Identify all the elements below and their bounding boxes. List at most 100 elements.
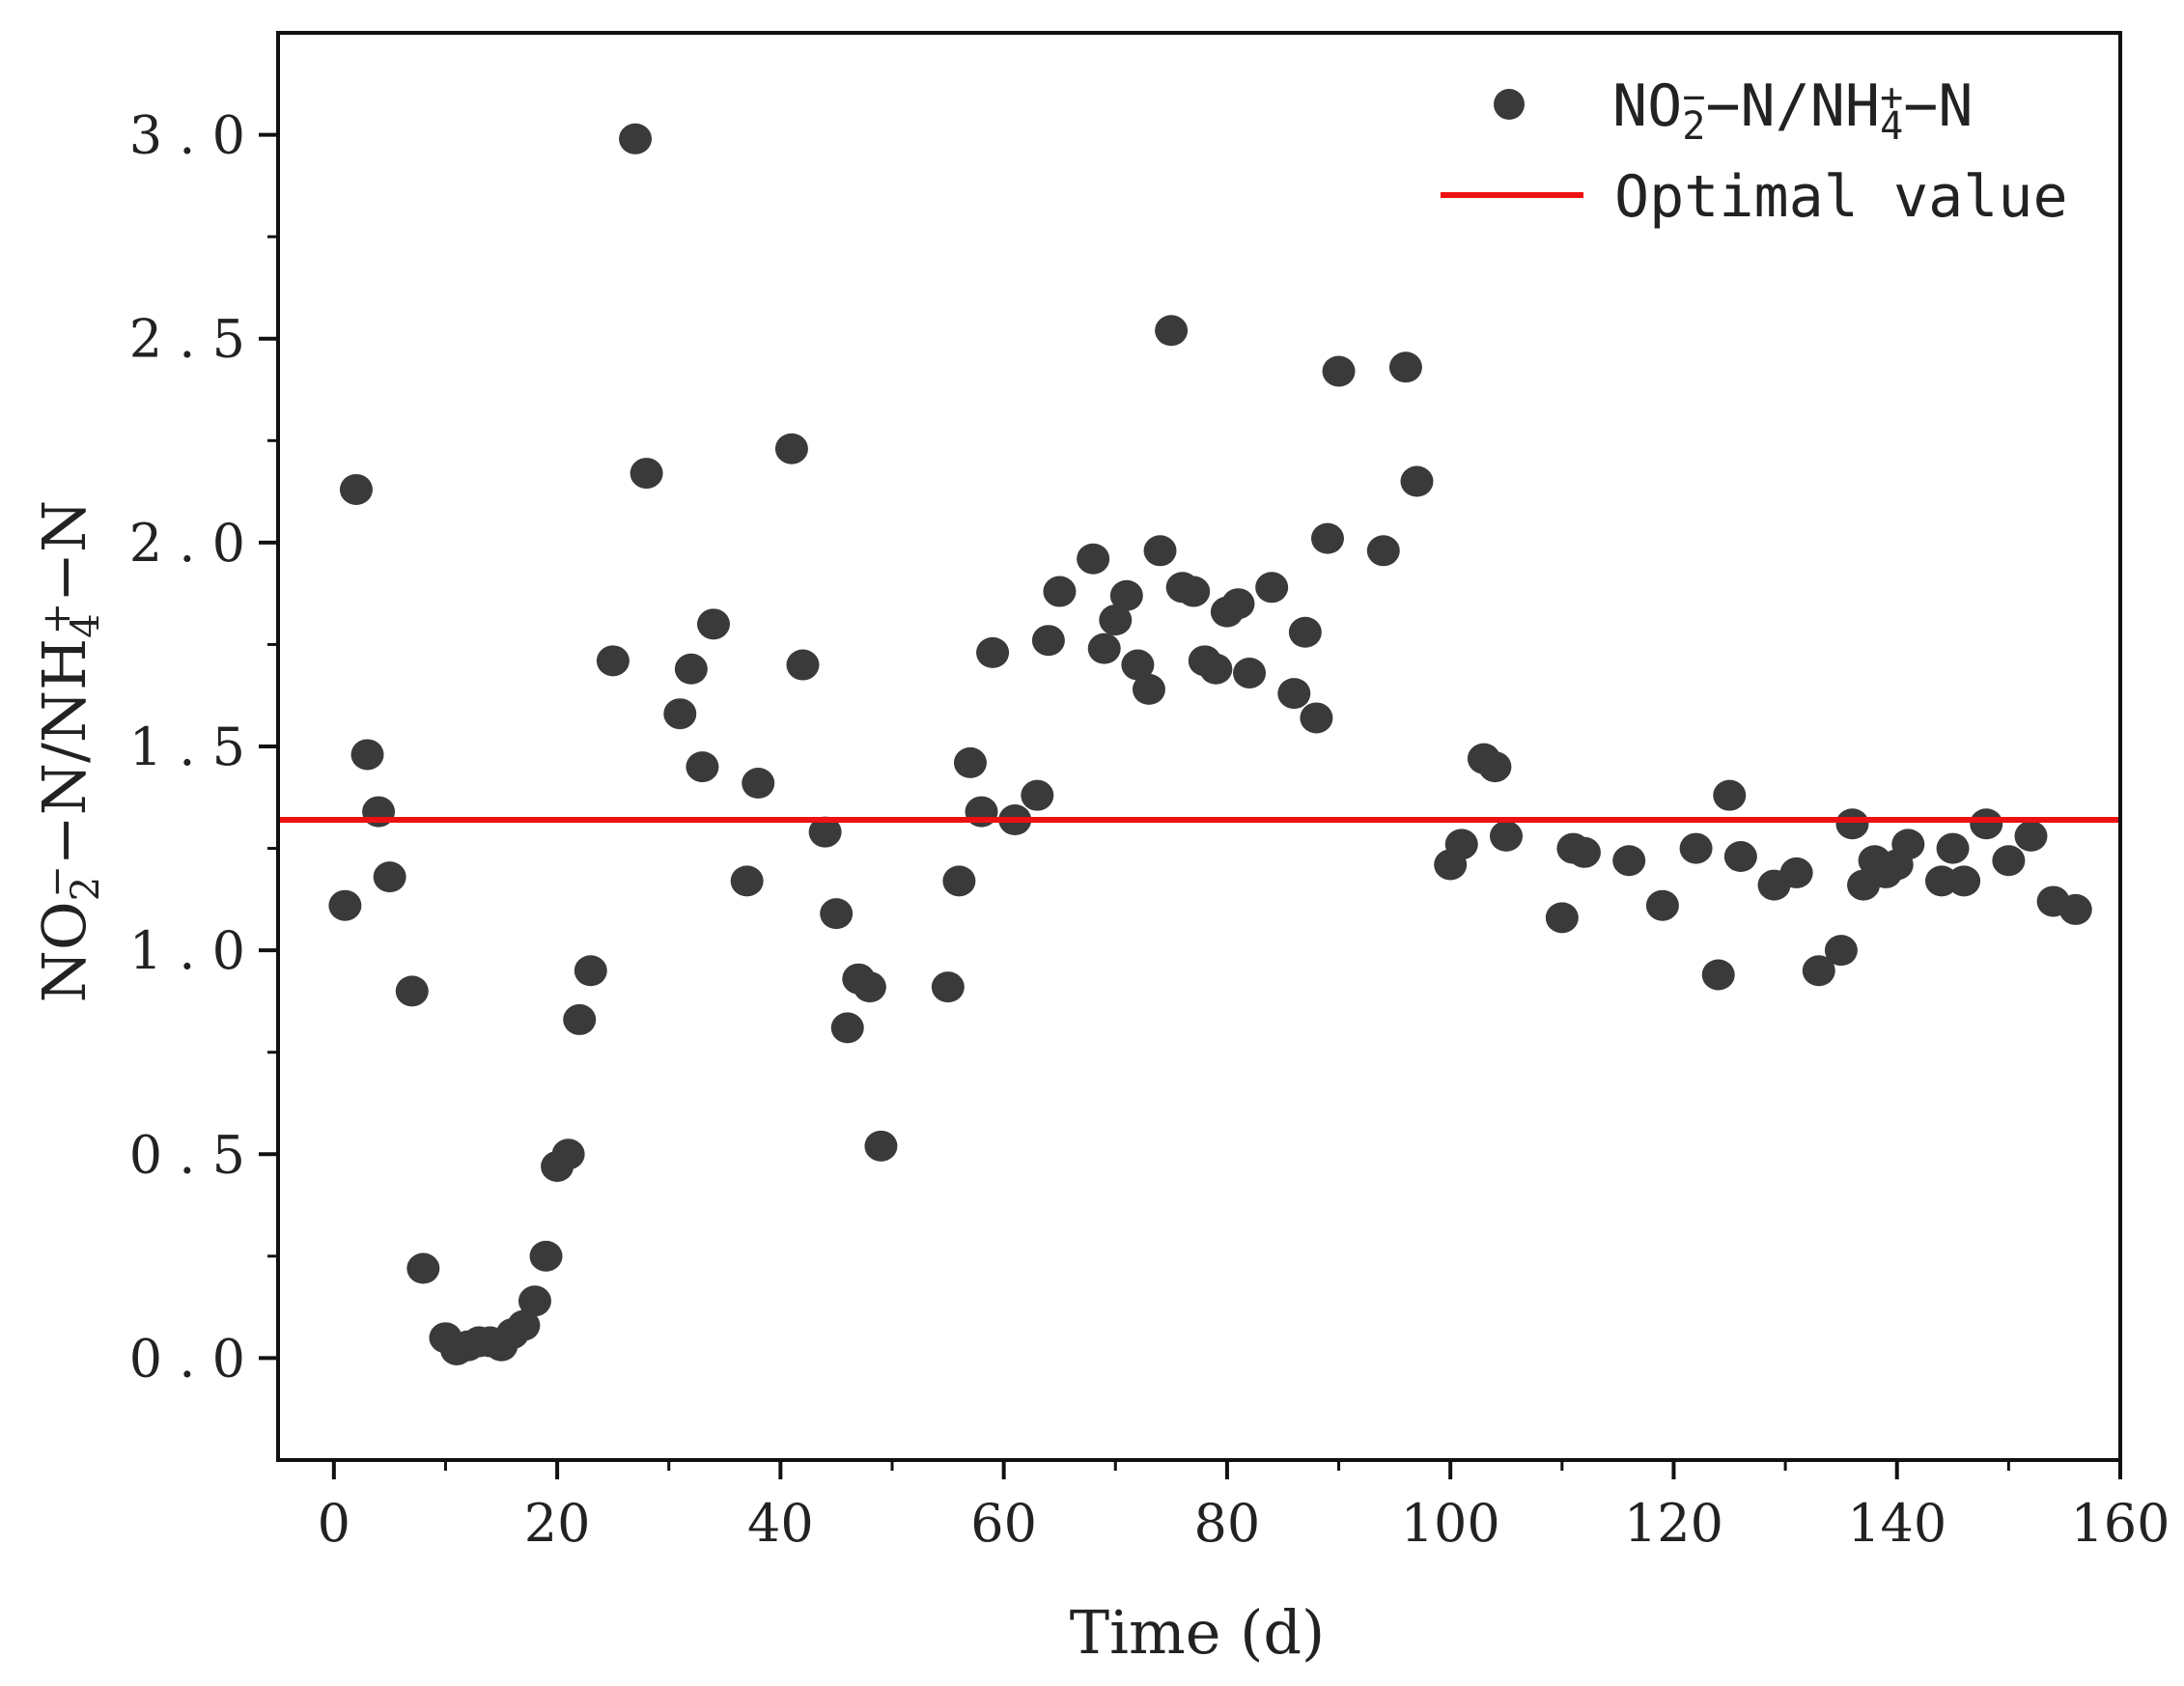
data-point [1077,543,1110,575]
data-point [1109,579,1143,611]
data-point [786,649,820,681]
data-point [339,473,373,505]
data-point [1679,832,1713,864]
data-point [696,608,730,640]
x-tick-label: 80 [1194,1493,1261,1554]
data-point [1310,522,1344,554]
data-point [2014,820,2048,852]
legend-label-optimal: Optimal value [1614,163,2068,231]
data-point [1992,845,2026,877]
data-point [507,1309,541,1341]
x-tick-label: 40 [747,1493,814,1554]
axes: 0 20 40 60 80 100 120 140 160 0 . 0 0 . 5 1 . 0 1 . … [129,31,2170,1554]
data-point [529,1240,563,1272]
y-title-part-2: 2 [64,877,108,901]
data-point [1713,779,1747,811]
data-point [1936,832,1970,864]
y-tick-label: 0 . 5 [129,1124,245,1185]
data-point [1545,902,1579,934]
data-point [395,975,429,1007]
y-title-part-1: NO [29,901,99,1002]
data-point [1802,955,1835,987]
data-point [864,1130,898,1162]
x-tick-label: 120 [1624,1493,1723,1554]
data-point [1043,576,1077,607]
data-point [830,1012,864,1044]
legend: NO2−−N/NH4+−N Optimal value [1441,72,2068,231]
data-point [1366,535,1400,567]
data-point [1155,315,1189,347]
data-point [350,739,384,771]
data-point [1255,572,1289,604]
data-point [663,698,697,730]
data-point [1612,845,1646,877]
data-point [1031,625,1065,657]
data-point [1490,820,1523,852]
data-point [820,898,854,930]
data-point [1099,604,1133,636]
data-point [730,865,764,897]
data-point [942,865,976,897]
data-point [1723,841,1757,873]
data-point [853,971,886,1003]
data-point [1947,865,1981,897]
data-point [1388,351,1422,383]
legend-label-ratio: NO2−−N/NH4+−N [1612,72,1974,149]
y-title-part-5: 4 [64,613,108,637]
legend-part-3: − [1682,75,1705,120]
data-point [1970,808,2003,840]
data-point [518,1285,551,1317]
data-point [373,861,406,893]
y-tick-label: 2 . 5 [129,309,245,370]
data-point [976,636,1010,668]
y-title-part-4: −N/NH [29,638,99,865]
legend-part-6: + [1880,75,1903,120]
data-point [1567,836,1601,868]
data-point [1087,632,1121,664]
data-point [1400,465,1434,497]
y-tick-label: 2 . 0 [129,513,245,574]
y-title-part-3: − [35,865,79,898]
data-point [630,458,663,490]
data-point [1645,889,1679,921]
data-marks [278,123,2120,1365]
data-point [1300,702,1333,734]
data-point [1143,535,1177,567]
data-point [1824,935,1858,967]
data-point [1277,678,1311,710]
data-point [742,768,775,800]
x-tick-label: 60 [970,1493,1037,1554]
x-tick-label: 20 [524,1493,591,1554]
data-point [1177,576,1211,607]
data-point [1199,653,1233,685]
data-point [808,816,842,848]
y-tick-label: 1 . 0 [129,920,245,981]
legend-part-7: −N [1903,72,1973,140]
x-tick-label: 100 [1401,1493,1500,1554]
data-point [406,1252,440,1284]
y-tick-label: 0 . 0 [129,1328,245,1389]
data-point [1021,779,1054,811]
legend-part-2: 2 [1682,104,1705,149]
y-title-part-7: −N [29,500,99,603]
data-point [1835,808,1869,840]
data-point [2058,893,2092,925]
data-point [953,746,987,778]
x-tick-label: 160 [2070,1493,2170,1554]
data-point [563,1003,597,1035]
y-tick-label: 3 . 0 [129,105,245,166]
data-point [1701,959,1735,991]
data-point [1891,829,1925,860]
legend-marker-ratio [1494,89,1525,120]
data-point [619,123,653,155]
data-point [1478,751,1512,783]
data-point [1132,673,1165,705]
x-axis-title: Time (d) [1070,1597,1325,1668]
y-axis-title: NO2−−N/NH4+−N [29,500,108,1003]
data-point [328,889,362,921]
data-point [1233,657,1267,688]
y-tick-label: 1 . 5 [129,717,245,777]
data-point [1221,588,1255,620]
